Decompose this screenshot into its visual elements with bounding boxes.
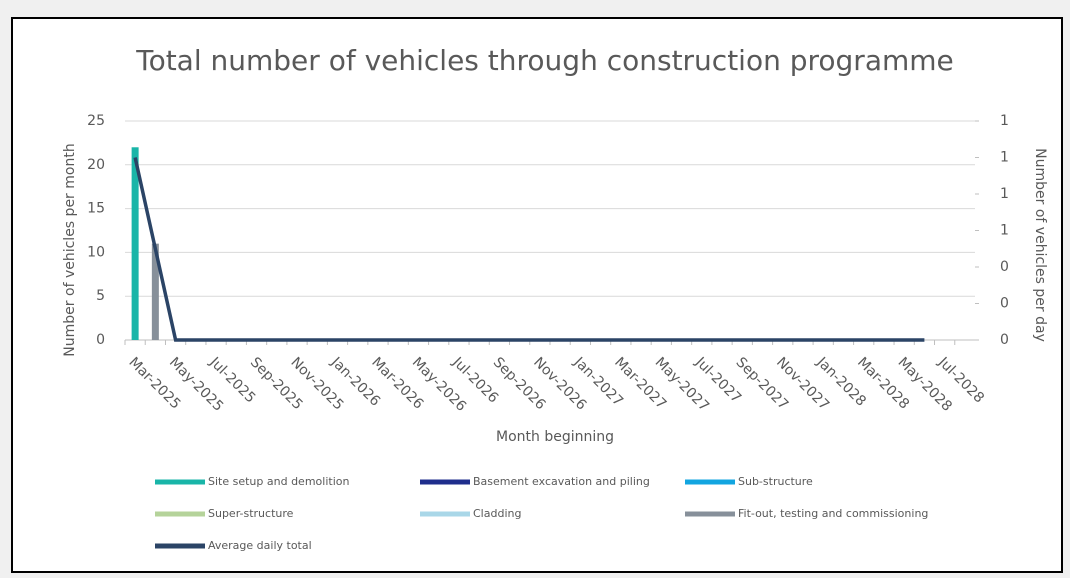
y-tick-label: 15 <box>87 201 105 217</box>
y-tick-label: 20 <box>87 157 105 173</box>
y-tick-label: 5 <box>96 288 105 304</box>
legend-label: Fit-out, testing and commissioning <box>738 507 928 520</box>
legend-label: Super-structure <box>208 507 294 520</box>
y-tick-label: 0 <box>96 332 105 348</box>
y-tick-label: 10 <box>87 244 105 260</box>
legend-label: Site setup and demolition <box>208 475 349 488</box>
y2-axis-label: Number of vehicles per day <box>1032 148 1048 342</box>
y2-tick-label: 1 <box>1000 150 1009 166</box>
bar <box>151 243 159 340</box>
y2-tick-label: 0 <box>1000 296 1009 312</box>
y2-tick-label: 1 <box>1000 223 1009 239</box>
legend-label: Average daily total <box>208 539 312 552</box>
y-axis-label: Number of vehicles per month <box>62 143 78 356</box>
legend-label: Sub-structure <box>738 475 813 488</box>
y2-tick-label: 1 <box>1000 186 1009 202</box>
legend-label: Basement excavation and piling <box>473 475 650 488</box>
chart-frame <box>11 17 1063 573</box>
y-tick-label: 25 <box>87 113 105 129</box>
x-axis-label: Month beginning <box>496 429 614 445</box>
line <box>133 157 925 342</box>
y2-tick-label: 0 <box>1000 259 1009 275</box>
bar <box>131 147 139 340</box>
legend-label: Cladding <box>473 507 521 520</box>
chart-title: Total number of vehicles through constru… <box>135 44 954 77</box>
y2-tick-label: 0 <box>1000 332 1009 348</box>
y2-tick-label: 1 <box>1000 113 1009 129</box>
